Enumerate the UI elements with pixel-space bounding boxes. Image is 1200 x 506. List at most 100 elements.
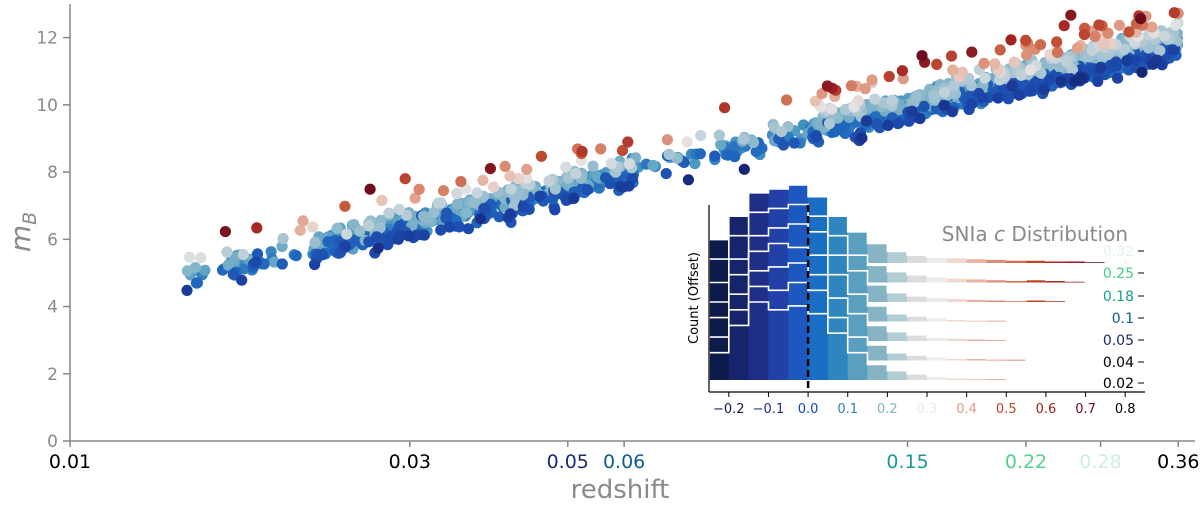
inset-x-tick-label-3: 0.1 [837, 402, 858, 417]
hist-bar-r1-b15 [1006, 358, 1027, 361]
scatter-point-1798 [860, 115, 873, 127]
scatter-point-1409 [181, 265, 193, 277]
hist-bar-r5-b17 [1045, 280, 1067, 283]
hist-bar-r6-b15 [1006, 259, 1027, 263]
scatter-point-1782 [946, 106, 959, 118]
scatter-point-1829 [393, 203, 405, 215]
scatter-point-1948 [883, 70, 895, 83]
scatter-point-1689 [508, 200, 520, 212]
scatter-point-1545 [918, 100, 930, 112]
inset-x-tick-label-2: 0.0 [798, 402, 819, 417]
scatter-point-1800 [886, 94, 898, 106]
hist-bar-r6-b11 [927, 256, 948, 263]
y-tick-label-4: 8 [47, 163, 58, 183]
scatter-point-1944 [1078, 28, 1090, 41]
hist-bar-r4-b14 [986, 299, 1007, 302]
scatter-point-1522 [417, 210, 430, 222]
x-tick-label-5: 0.22 [1005, 451, 1047, 473]
scatter-point-1955 [719, 102, 731, 114]
x-axis-label: redshift [571, 475, 670, 505]
y-tick-label-1: 2 [47, 365, 58, 385]
scatter-point-1943 [535, 150, 548, 162]
scatter-point-1834 [471, 187, 483, 199]
scatter-point-1956 [896, 65, 909, 77]
hist-bar-r1-b10 [907, 355, 928, 361]
scatter-point-1809 [568, 192, 580, 204]
scatter-point-1757 [418, 229, 430, 241]
x-tick-label-7: 0.36 [1157, 451, 1199, 473]
scatter-point-1518 [777, 139, 790, 151]
hist-bar-r1-b9 [887, 352, 908, 361]
hist-bar-r6-b0 [709, 239, 730, 263]
hist-bar-r0-b0 [709, 352, 730, 380]
hist-bar-r0-b3 [768, 309, 789, 380]
scatter-point-1731 [976, 92, 988, 104]
hist-bar-r5-b18 [1065, 280, 1086, 283]
scatter-point-1888 [376, 194, 388, 207]
scatter-point-1586 [587, 160, 599, 172]
hist-outline-6 [708, 184, 1126, 263]
scatter-point-1920 [413, 183, 425, 195]
scatter-point-1828 [856, 132, 868, 144]
scatter-point-359 [689, 158, 701, 170]
scatter-point-1853 [560, 161, 572, 173]
hist-bar-r0-b8 [867, 364, 888, 380]
hist-bar-r6-b10 [907, 255, 928, 263]
scatter-point-1958 [251, 222, 263, 234]
hist-bar-r0-b14 [986, 378, 1007, 380]
hist-bar-r3-b13 [966, 319, 987, 322]
hist-bar-r2-b13 [966, 338, 987, 341]
hist-bar-r5-b15 [1006, 280, 1027, 283]
hist-bar-r2-b8 [867, 325, 888, 341]
inset-x-tick-label-4: 0.2 [877, 402, 898, 417]
scatter-point-1610 [911, 90, 923, 102]
scatter-point-1968 [364, 183, 376, 195]
scatter-point-1870 [520, 172, 533, 184]
scatter-point-1535 [331, 222, 343, 234]
hist-bar-r0-b5 [808, 313, 829, 380]
scatter-point-1718 [1130, 54, 1142, 66]
y-tick-label-3: 6 [47, 230, 58, 250]
hist-bar-r4-b11 [927, 297, 948, 302]
scatter-point-1403 [709, 150, 721, 162]
hist-bar-r2-b0 [709, 317, 730, 341]
scatter-point-1967 [1135, 13, 1147, 25]
scatter-point-1949 [945, 50, 958, 62]
scatter-point-1726 [1154, 45, 1166, 57]
hist-bar-r0-b2 [748, 302, 769, 380]
scatter-point-1733 [410, 229, 422, 241]
scatter-point-1710 [517, 201, 529, 213]
y-tick-label-5: 10 [36, 96, 58, 116]
inset-x-tick-label-8: 0.6 [1036, 402, 1057, 417]
scatter-point-1947 [931, 58, 943, 70]
scatter-point-1688 [810, 130, 822, 143]
scatter-point-1758 [236, 274, 248, 286]
y-tick-label-6: 12 [36, 29, 58, 49]
x-tick-label-1: 0.03 [389, 451, 431, 473]
scatter-point-1900 [297, 215, 309, 227]
main-x-ticks: 0.01 0.03 0.05 0.06 0.15 0.22 0.28 0.36 [49, 441, 1199, 473]
scatter-point-1907 [859, 83, 871, 95]
hist-bar-r3-b9 [887, 313, 908, 322]
scatter-point-1573 [660, 168, 672, 180]
scatter-point-1806 [1061, 55, 1073, 67]
scatter-point-1212 [729, 151, 741, 163]
scatter-point-1811 [237, 248, 249, 261]
hist-bar-r4-b10 [907, 295, 928, 302]
hist-bar-r0-b11 [927, 376, 948, 380]
hist-bar-r3-b11 [927, 317, 948, 322]
scatter-point-1411 [276, 258, 288, 270]
scatter-point-1751 [1092, 75, 1104, 87]
inset-outlines [708, 184, 1126, 381]
hist-bar-r5-b9 [887, 271, 908, 283]
inset-x-tick-label-0: −0.2 [713, 402, 745, 417]
scatter-point-1715 [1024, 85, 1036, 97]
inset-row-label-5: 0.04 [1103, 355, 1134, 371]
scatter-point-905 [647, 159, 659, 172]
scatter-point-1835 [1159, 30, 1171, 42]
scatter-point-1838 [341, 228, 353, 240]
scatter-point-1908 [1113, 19, 1125, 31]
scatter-point-1713 [443, 221, 456, 233]
scatter-point-1746 [823, 117, 836, 130]
